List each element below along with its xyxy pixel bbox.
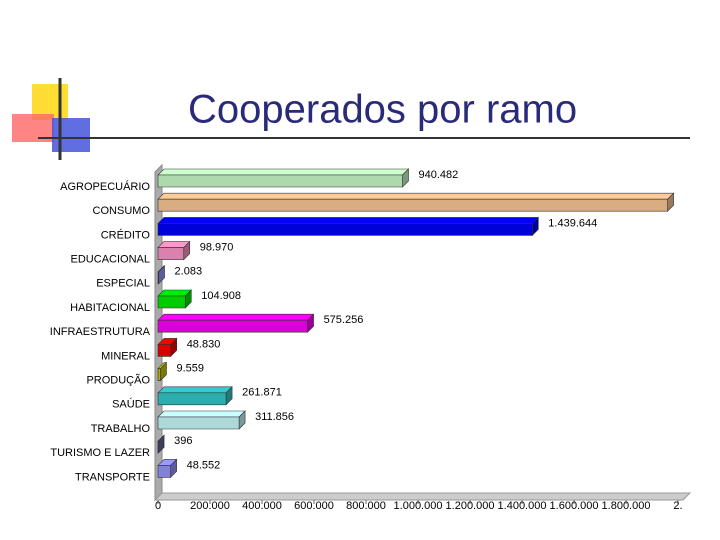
category-label: TRANSPORTE	[75, 471, 150, 483]
bar-face	[157, 223, 533, 236]
category-label: AGROPECUÁRIO	[60, 180, 150, 193]
value-label: 396	[174, 435, 192, 447]
bar	[157, 289, 193, 309]
category-label: EDUCACIONAL	[71, 254, 150, 266]
value-label: 311.856	[255, 411, 294, 423]
bar	[157, 240, 191, 261]
value-label: 48.830	[187, 338, 221, 350]
bar	[157, 337, 178, 358]
bar-face	[157, 416, 240, 430]
bar-face	[157, 319, 308, 333]
x-tick-label: 800.000	[346, 500, 386, 512]
category-label: CRÉDITO	[101, 228, 151, 241]
x-tick-label: 600.000	[294, 500, 334, 512]
x-tick-label: 1.800.000	[602, 500, 651, 512]
bar-face	[157, 295, 186, 309]
value-label: 98.970	[200, 242, 234, 254]
category-label: CONSUMO	[93, 205, 151, 217]
x-tick-label: 1.200.000	[446, 500, 495, 512]
deco-blue	[52, 118, 90, 152]
bar-face	[157, 392, 227, 406]
value-label: 940.482	[419, 169, 459, 181]
bar-face	[157, 217, 540, 224]
bar	[157, 410, 246, 430]
x-tick-label: 400.000	[242, 500, 282, 512]
bar-face	[157, 247, 185, 260]
value-label: 1.439.644	[548, 217, 597, 229]
value-label: 261.871	[242, 387, 282, 399]
bar	[157, 192, 675, 212]
value-label: 9.559	[176, 363, 204, 375]
category-label: PRODUÇÃO	[86, 374, 150, 387]
bar-face	[157, 386, 233, 394]
bar	[157, 434, 165, 454]
x-tick-label: 1.000.000	[394, 500, 443, 512]
x-tick-label: 1.600.000	[550, 500, 599, 512]
x-tick-label: 1.400.000	[498, 500, 547, 512]
bar-face	[157, 192, 675, 200]
x-tick-label: 200.000	[190, 500, 230, 512]
value-label: 48.552	[187, 459, 221, 471]
axis-floor	[153, 492, 692, 501]
bar	[157, 361, 168, 382]
category-label: MINERAL	[101, 350, 150, 362]
bar	[157, 265, 166, 285]
category-label: INFRAESTRUTURA	[50, 326, 151, 338]
category-label: TURISMO E LAZER	[50, 447, 150, 459]
bar	[157, 386, 233, 406]
category-label: ESPECIAL	[96, 278, 150, 290]
bar	[157, 216, 540, 237]
bar	[157, 458, 178, 479]
bar-face	[157, 465, 171, 478]
bar-face	[157, 174, 403, 188]
x-tick-label: 2.	[673, 500, 682, 512]
value-label: 2.083	[175, 266, 203, 278]
value-label: 575.256	[324, 314, 364, 326]
category-label: SAÚDE	[112, 398, 150, 411]
category-label: TRABALHO	[91, 423, 151, 435]
value-label: 104.908	[201, 290, 241, 302]
bar-face	[157, 168, 410, 176]
bar-face	[157, 344, 171, 357]
bar-face	[157, 313, 315, 321]
bar-face	[157, 368, 161, 381]
bar-face	[157, 271, 159, 285]
bar	[157, 313, 315, 333]
chart-title: Cooperados por ramo	[188, 88, 577, 132]
bar-face	[157, 410, 246, 418]
x-tick-label: 0	[155, 500, 161, 512]
category-label: HABITACIONAL	[70, 302, 150, 314]
bar	[157, 168, 410, 188]
bar-face	[157, 198, 668, 212]
